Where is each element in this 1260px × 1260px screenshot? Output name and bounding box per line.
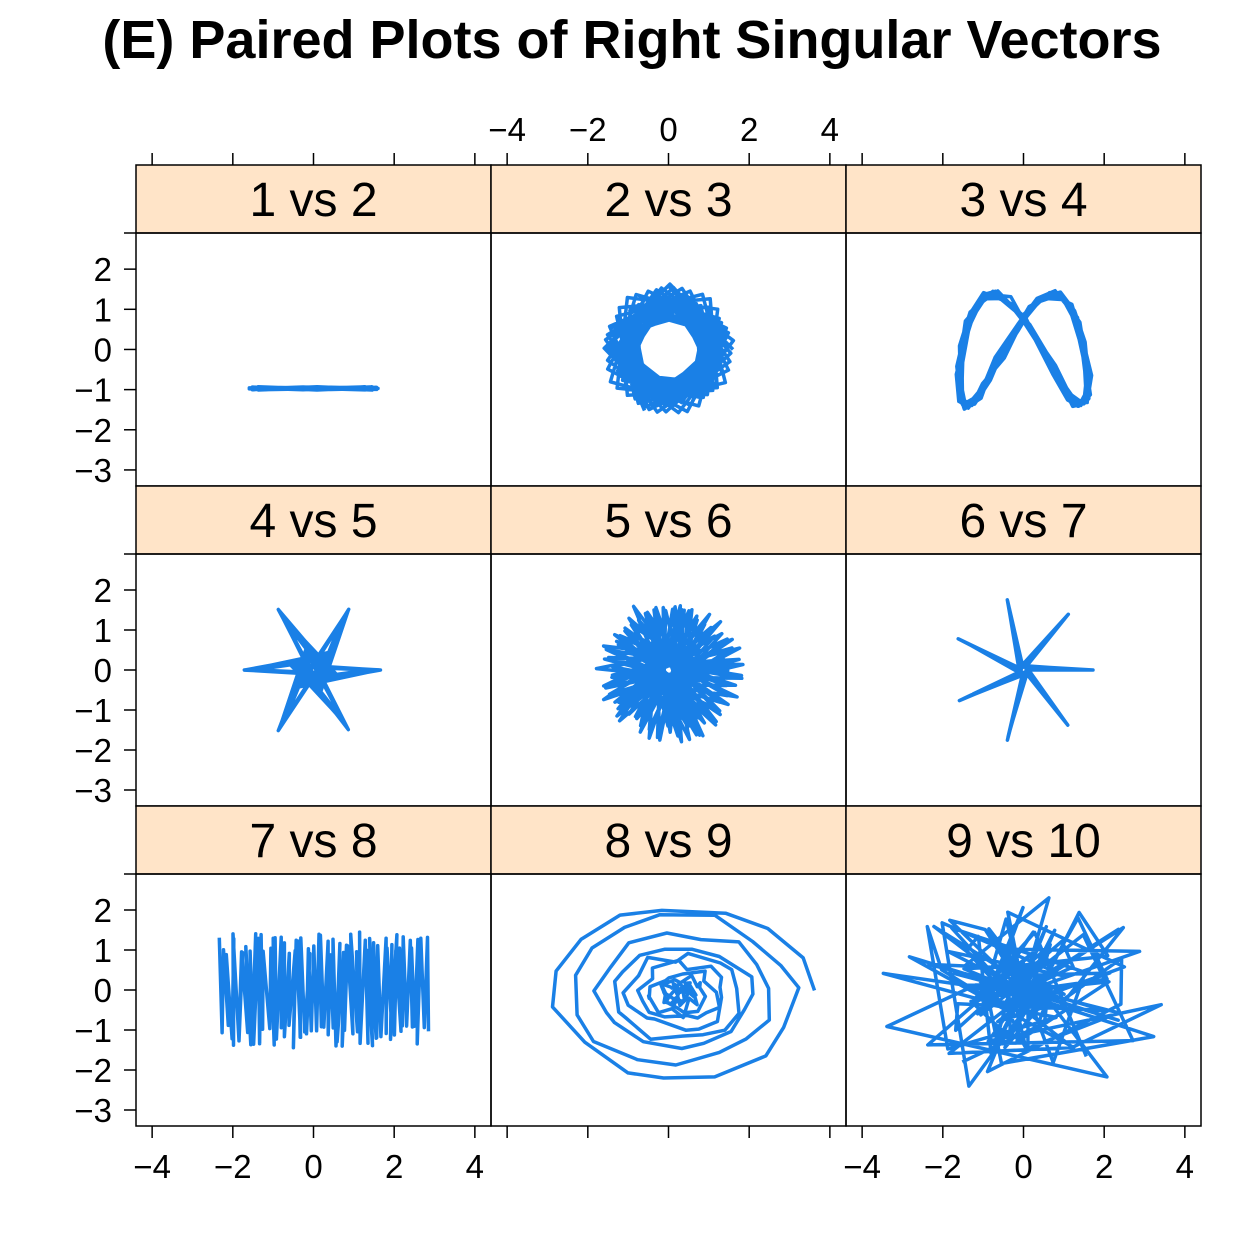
strip-label: 7 vs 8 (249, 815, 377, 868)
strip-label: 2 vs 3 (604, 174, 732, 227)
strip-background (845, 805, 1202, 875)
panel-grid: 1 vs 2 2 vs 3 3 vs 4 4 vs 5 5 vs 6 6 vs 7 7 vs… (135, 164, 1202, 1127)
panel-frame (845, 232, 1202, 487)
y-tick-label: 1 (94, 612, 112, 649)
panel-6: 6 vs 7 (845, 485, 1202, 807)
axes: −4 −2 0 2 4−4 −2 0 2 4 −4 −2 0 2 4−3−2−1012−3−2−1012−… (74, 111, 1194, 1185)
strip-label: 3 vs 4 (959, 174, 1087, 227)
y-tick-label: −1 (74, 1012, 112, 1049)
panel-frame (490, 232, 847, 487)
x-tick-label: 2 (740, 111, 758, 148)
panel-5: 5 vs 6 (490, 485, 847, 807)
x-tick-label: −2 (569, 111, 607, 148)
chart-title: (E) Paired Plots of Right Singular Vecto… (102, 10, 1161, 70)
series-line (217, 930, 431, 1050)
panel-3: 3 vs 4 (845, 164, 1202, 487)
strip-label: 8 vs 9 (604, 815, 732, 868)
strip-label: 9 vs 10 (946, 815, 1101, 868)
series-line (602, 282, 736, 415)
x-tick-label: 4 (821, 111, 839, 148)
y-tick-label: −1 (74, 372, 112, 409)
series-line (594, 604, 745, 744)
x-tick-label: −4 (488, 111, 526, 148)
panel-9: 9 vs 10 (845, 805, 1202, 1127)
panel-2: 2 vs 3 (490, 164, 847, 487)
panel-4: 4 vs 5 (135, 485, 492, 807)
panel-8: 8 vs 9 (490, 805, 847, 1127)
y-tick-label: −3 (74, 452, 112, 489)
y-tick-label: −3 (74, 772, 112, 809)
x-tick-label: 4 (1176, 1148, 1194, 1185)
y-tick-label: 2 (94, 251, 112, 288)
panel-frame (135, 232, 492, 487)
strip-background (845, 485, 1202, 555)
strip-background (490, 164, 847, 234)
strip-background (490, 805, 847, 875)
y-tick-label: 2 (94, 572, 112, 609)
x-tick-label: −2 (924, 1148, 962, 1185)
y-tick-label: −2 (74, 1052, 112, 1089)
strip-background (135, 164, 492, 234)
x-tick-label: 0 (304, 1148, 322, 1185)
x-tick-label: −4 (133, 1148, 171, 1185)
x-tick-label: 2 (385, 1148, 403, 1185)
strip-label: 6 vs 7 (959, 495, 1087, 548)
y-tick-label: 2 (94, 892, 112, 929)
series-line (956, 598, 1095, 742)
y-tick-label: −1 (74, 692, 112, 729)
strip-label: 1 vs 2 (249, 174, 377, 227)
strip-label: 5 vs 6 (604, 495, 732, 548)
y-tick-label: 0 (94, 652, 112, 689)
panel-7: 7 vs 8 (135, 805, 492, 1127)
series-line (550, 908, 817, 1080)
x-tick-label: 0 (1014, 1148, 1032, 1185)
series-line (954, 288, 1094, 411)
series-line (881, 896, 1163, 1088)
x-tick-label: 2 (1095, 1148, 1113, 1185)
y-tick-label: −3 (74, 1092, 112, 1129)
strip-label: 4 vs 5 (249, 495, 377, 548)
series-line (247, 385, 380, 392)
y-tick-label: 1 (94, 291, 112, 328)
x-tick-label: −4 (843, 1148, 881, 1185)
y-tick-label: 1 (94, 932, 112, 969)
strip-background (135, 485, 492, 555)
y-tick-label: 0 (94, 331, 112, 368)
x-tick-label: −2 (214, 1148, 252, 1185)
panel-1: 1 vs 2 (135, 164, 492, 487)
x-tick-label: 4 (466, 1148, 484, 1185)
y-tick-label: 0 (94, 972, 112, 1009)
y-tick-label: −2 (74, 412, 112, 449)
series-line (242, 607, 383, 733)
x-tick-label: 0 (659, 111, 677, 148)
y-tick-label: −2 (74, 732, 112, 769)
